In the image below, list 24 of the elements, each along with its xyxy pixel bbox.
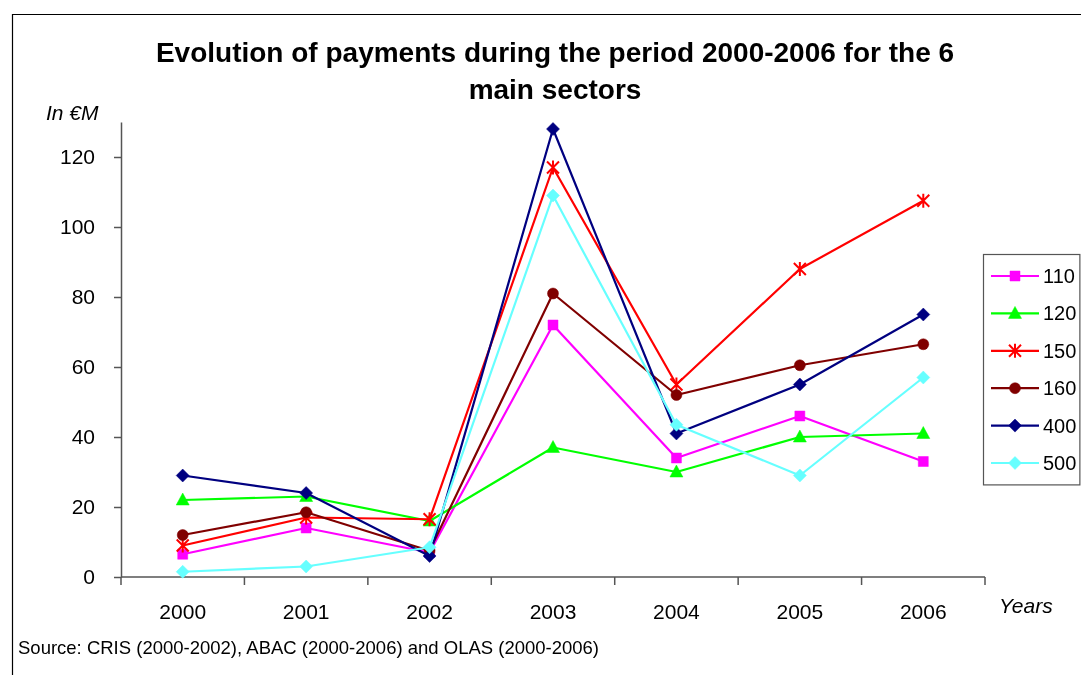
- y-tick-label: 120: [59, 145, 95, 169]
- y-axis-title: In €M: [46, 101, 100, 124]
- x-tick-label: 2000: [159, 600, 207, 623]
- legend-label: 160: [1043, 377, 1077, 400]
- y-tick-label: 100: [59, 215, 95, 239]
- x-tick-label: 2005: [776, 600, 824, 623]
- legend-label: 150: [1043, 339, 1077, 362]
- y-tick-label: 0: [83, 565, 95, 589]
- legend-label: 120: [1043, 302, 1077, 325]
- legend-label: 110: [1043, 265, 1075, 287]
- x-tick-label: 2003: [529, 600, 577, 623]
- y-tick-label: 20: [71, 495, 95, 519]
- x-tick-label: 2001: [282, 600, 330, 623]
- x-tick-label: 2002: [406, 600, 453, 623]
- y-tick-label: 60: [71, 355, 95, 379]
- legend-label: 500: [1043, 452, 1077, 474]
- x-axis-title: Years: [999, 594, 1054, 617]
- y-tick-label: 80: [71, 285, 95, 309]
- x-tick-label: 2004: [653, 600, 701, 623]
- y-tick-label: 40: [71, 425, 95, 449]
- legend-label: 400: [1043, 414, 1077, 437]
- source-note: Source: CRIS (2000-2002), ABAC (2000-2006) and OLAS (2000-2006): [18, 637, 600, 658]
- x-tick-label: 2006: [899, 600, 947, 623]
- chart-title: Evolution of payments during the period 2000-2006 for the 6 main sectors: [155, 37, 955, 105]
